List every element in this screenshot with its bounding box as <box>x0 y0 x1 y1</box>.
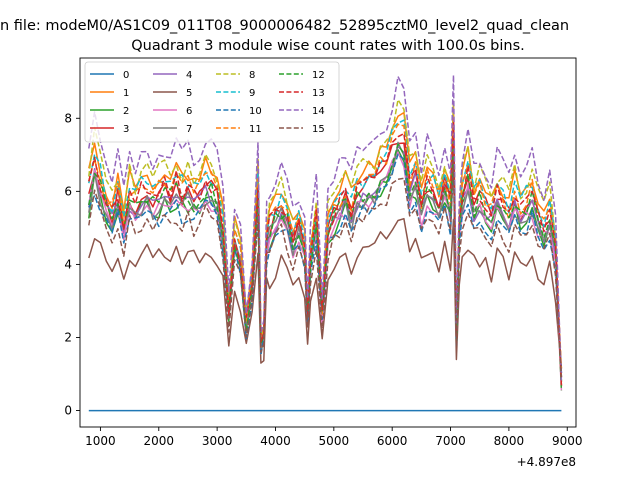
x-tick-label: 4000 <box>260 434 291 448</box>
legend-label: 3 <box>123 124 129 135</box>
y-tick-label: 4 <box>64 257 72 271</box>
axes-layer: 1000 2000 3000 4000 5000 6000 7000 8000 9000 0 2 4 6… <box>64 111 582 448</box>
legend-label: 4 <box>186 70 192 81</box>
legend-label: 14 <box>312 106 325 117</box>
series-layer <box>88 74 563 412</box>
series-line-5 <box>88 217 563 369</box>
legend-label: 1 <box>123 88 129 99</box>
y-tick-label: 6 <box>64 184 72 198</box>
series-line-10 <box>88 149 563 373</box>
x-tick-label: 9000 <box>552 434 583 448</box>
x-tick-label: 6000 <box>377 434 408 448</box>
x-offset-label: +4.897e8 <box>517 455 576 469</box>
x-tick-label: 8000 <box>494 434 525 448</box>
legend-box <box>84 61 340 143</box>
y-tick-label: 0 <box>64 404 72 418</box>
chart-title: Quadrant 3 module wise count rates with … <box>131 38 525 54</box>
x-tick-label: 2000 <box>144 434 175 448</box>
plot-frame <box>79 57 577 428</box>
x-tick-label: 1000 <box>85 434 116 448</box>
series-line-13 <box>88 121 563 387</box>
legend-label: 0 <box>123 70 129 81</box>
legend-label: 15 <box>312 124 325 135</box>
legend-label: 13 <box>312 88 325 99</box>
legend-label: 12 <box>312 70 325 81</box>
series-line-11 <box>88 117 563 369</box>
legend-label: 8 <box>249 70 255 81</box>
legend-label: 9 <box>249 88 255 99</box>
legend-label: 2 <box>123 106 129 117</box>
x-tick-label: 7000 <box>435 434 466 448</box>
series-line-14 <box>88 74 563 382</box>
figure-suptitle: n file: modeM0/AS1C09_011T08_9000006482_… <box>0 18 569 34</box>
legend-label: 11 <box>249 124 262 135</box>
x-tick-label: 3000 <box>202 434 233 448</box>
y-tick-label: 8 <box>64 111 72 125</box>
y-tick-label: 2 <box>64 330 72 344</box>
legend-label: 7 <box>186 124 192 135</box>
series-line-15 <box>88 165 563 378</box>
legend-label: 6 <box>186 106 192 117</box>
legend-label: 10 <box>249 106 262 117</box>
legend-label: 5 <box>186 88 192 99</box>
x-tick-label: 5000 <box>319 434 350 448</box>
